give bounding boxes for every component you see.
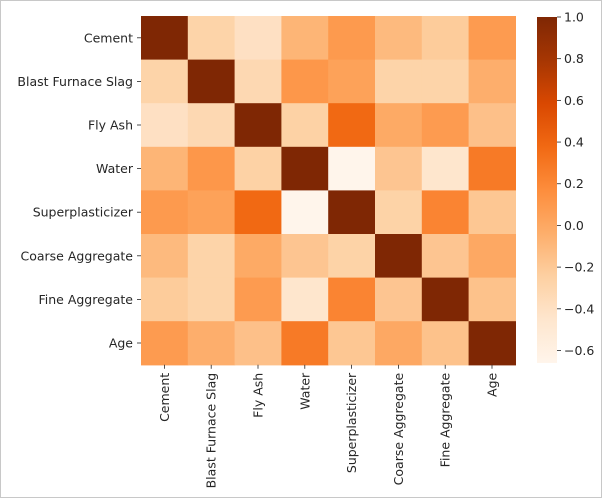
heatmap-cell <box>421 59 470 104</box>
heatmap-cell <box>375 277 423 322</box>
heatmap-cell <box>281 146 329 191</box>
heatmap-cell <box>281 59 329 104</box>
heatmap-cell <box>468 16 516 61</box>
heatmap-cell <box>187 59 236 104</box>
heatmap-cell <box>375 59 423 104</box>
colorbar-tick-label: 0.6 <box>564 93 584 108</box>
column-label: Blast Furnace Slag <box>204 373 219 489</box>
heatmap-cell <box>141 321 189 366</box>
heatmap-cells <box>141 16 516 366</box>
heatmap-cell <box>234 234 282 279</box>
heatmap-cell <box>234 190 282 235</box>
heatmap-cell <box>328 190 376 235</box>
heatmap-cell <box>421 234 470 279</box>
colorbar-tick-label: −0.6 <box>564 343 594 358</box>
row-label: Coarse Aggregate <box>20 248 133 263</box>
colorbar-tick-label: −0.2 <box>564 260 594 275</box>
heatmap-cell <box>468 277 516 322</box>
row-label: Water <box>96 161 134 176</box>
heatmap-cell <box>421 190 470 235</box>
column-label: Coarse Aggregate <box>391 372 406 485</box>
colorbar-tick-label: −0.4 <box>564 301 594 316</box>
heatmap-cell <box>187 190 236 235</box>
column-label: Age <box>485 373 500 397</box>
heatmap-cell <box>375 16 423 61</box>
column-labels: Cement Blast Furnace Slag Fly Ash Water Supe… <box>157 364 500 489</box>
heatmap-cell <box>328 103 376 148</box>
colorbar-tick-label: 1.0 <box>564 10 584 25</box>
heatmap-cell <box>234 16 282 61</box>
heatmap-cell <box>234 146 282 191</box>
heatmap-cell <box>281 16 329 61</box>
row-label: Cement <box>84 30 133 45</box>
heatmap-cell <box>281 103 329 148</box>
column-label: Cement <box>157 373 172 422</box>
heatmap-cell <box>234 277 282 322</box>
heatmap-cell <box>421 277 470 322</box>
colorbar-tick-label: 0.2 <box>564 176 584 191</box>
heatmap-cell <box>141 190 189 235</box>
heatmap-cell <box>281 277 329 322</box>
heatmap-cell <box>375 103 423 148</box>
heatmap-cell <box>141 103 189 148</box>
heatmap-cell <box>328 146 376 191</box>
heatmap-cell <box>421 146 470 191</box>
heatmap-cell <box>187 146 236 191</box>
heatmap-cell <box>281 190 329 235</box>
heatmap-cell <box>141 146 189 191</box>
row-label: Age <box>109 336 133 351</box>
heatmap-cell <box>187 234 236 279</box>
heatmap-cell <box>141 277 189 322</box>
heatmap-cell <box>187 277 236 322</box>
row-labels: Cement Blast Furnace Slag Fly Ash Water Supe… <box>17 30 141 351</box>
heatmap-cell <box>468 190 516 235</box>
heatmap-cell <box>328 321 376 366</box>
colorbar-ticks: 1.0 0.8 0.6 0.4 0.2 0.0 −0.2 −0.4 −0.6 <box>557 10 594 358</box>
heatmap-cell <box>328 234 376 279</box>
heatmap-cell <box>328 277 376 322</box>
heatmap-cell <box>468 103 516 148</box>
heatmap-cell <box>281 234 329 279</box>
colorbar-tick-label: 0.4 <box>564 135 584 150</box>
heatmap-cell <box>281 321 329 366</box>
heatmap-cell <box>234 321 282 366</box>
heatmap-cell <box>375 321 423 366</box>
heatmap-cell <box>468 321 516 366</box>
heatmap-cell <box>328 16 376 61</box>
heatmap-cell <box>421 103 470 148</box>
column-label: Fine Aggregate <box>438 373 453 468</box>
heatmap-cell <box>187 16 236 61</box>
colorbar <box>537 17 557 363</box>
heatmap-cell <box>141 16 189 61</box>
heatmap-cell <box>234 103 282 148</box>
heatmap-cell <box>468 234 516 279</box>
heatmap-cell <box>187 103 236 148</box>
heatmap-cell <box>141 59 189 104</box>
row-label: Fine Aggregate <box>38 292 133 307</box>
heatmap-cell <box>468 146 516 191</box>
heatmap-cell <box>187 321 236 366</box>
column-label: Fly Ash <box>251 373 266 418</box>
heatmap-cell <box>328 59 376 104</box>
heatmap-cell <box>234 59 282 104</box>
heatmap-cell <box>375 234 423 279</box>
column-label: Water <box>297 372 312 410</box>
heatmap-cell <box>141 234 189 279</box>
row-label: Blast Furnace Slag <box>17 74 133 89</box>
heatmap-cell <box>421 321 470 366</box>
heatmap-cell <box>421 16 470 61</box>
heatmap-cell <box>468 59 516 104</box>
row-label: Fly Ash <box>88 118 133 133</box>
colorbar-tick-label: 0.0 <box>564 218 584 233</box>
row-label: Superplasticizer <box>33 205 134 220</box>
heatmap-cell <box>375 146 423 191</box>
colorbar-tick-label: 0.8 <box>564 51 584 66</box>
heatmap-cell <box>375 190 423 235</box>
column-label: Superplasticizer <box>344 372 359 473</box>
